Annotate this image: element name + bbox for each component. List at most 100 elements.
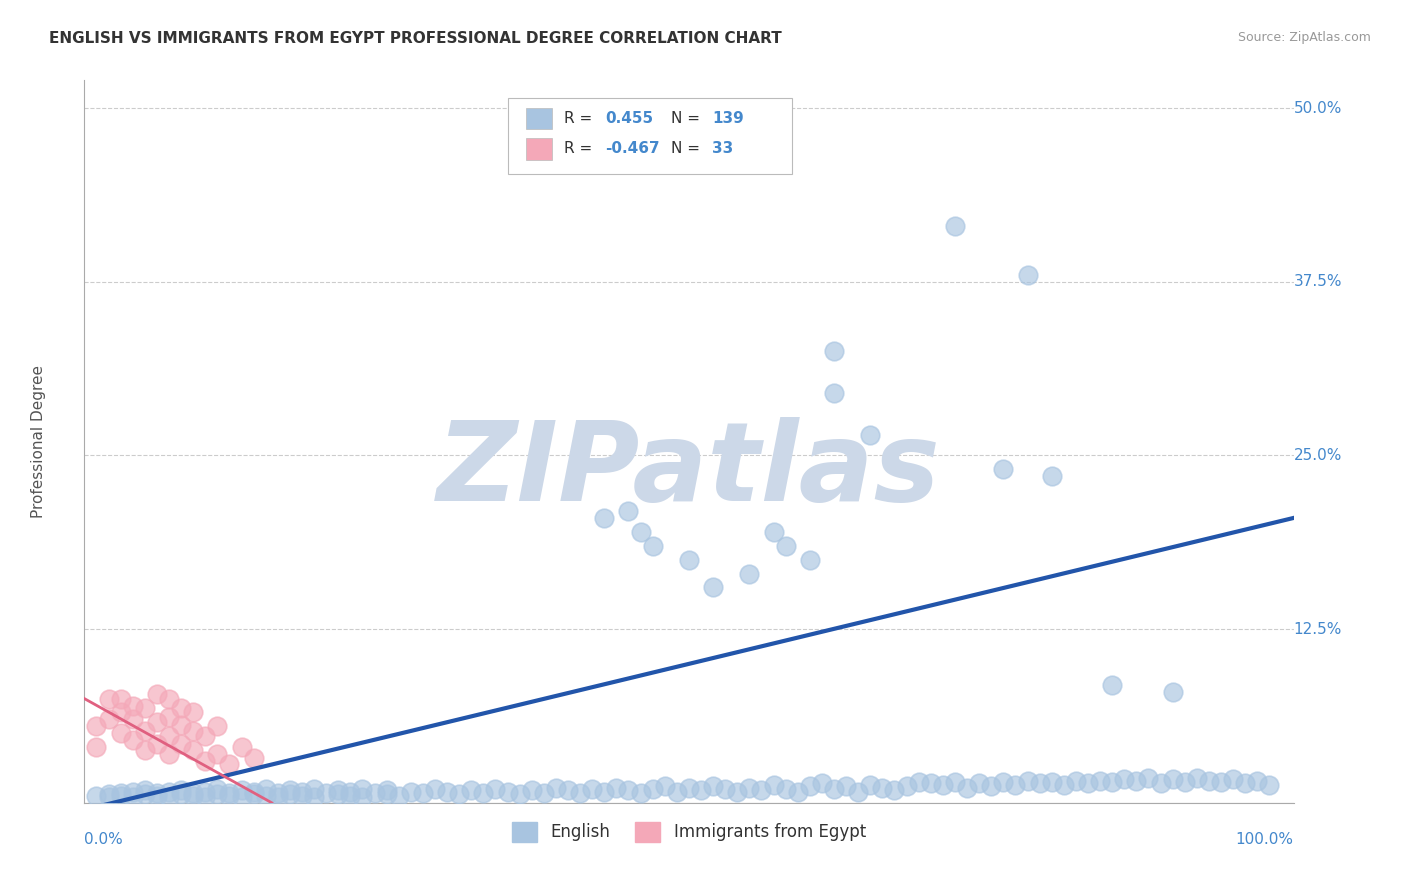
Point — [630, 786, 652, 800]
Text: N =: N = — [671, 112, 704, 126]
Point — [436, 785, 458, 799]
Point — [533, 786, 555, 800]
Point — [823, 344, 845, 359]
Point — [544, 780, 567, 795]
Point — [823, 385, 845, 400]
Point — [1258, 778, 1281, 792]
Point — [811, 776, 834, 790]
Point — [278, 783, 301, 797]
Point — [291, 785, 314, 799]
Point — [134, 783, 156, 797]
Text: Professional Degree: Professional Degree — [31, 365, 46, 518]
Point — [1149, 776, 1171, 790]
Point — [110, 691, 132, 706]
Point — [1185, 771, 1208, 785]
Bar — [526, 138, 553, 160]
FancyBboxPatch shape — [508, 98, 792, 174]
Text: 37.5%: 37.5% — [1294, 274, 1341, 289]
Text: 25.0%: 25.0% — [1294, 448, 1341, 463]
Point — [278, 788, 301, 802]
Point — [702, 581, 724, 595]
Point — [1137, 771, 1160, 785]
Point — [569, 786, 592, 800]
Point — [231, 783, 253, 797]
Point — [1064, 773, 1087, 788]
Point — [1101, 775, 1123, 789]
Point — [363, 786, 385, 800]
Text: Source: ZipAtlas.com: Source: ZipAtlas.com — [1237, 31, 1371, 45]
Point — [181, 743, 204, 757]
Point — [846, 785, 869, 799]
Point — [207, 781, 229, 796]
Point — [157, 709, 180, 723]
Point — [242, 788, 264, 802]
Point — [121, 790, 143, 805]
Point — [352, 781, 374, 796]
Point — [254, 789, 277, 803]
Point — [630, 524, 652, 539]
Point — [328, 788, 350, 802]
Point — [194, 785, 217, 799]
Point — [121, 698, 143, 713]
Point — [157, 747, 180, 761]
Point — [1077, 776, 1099, 790]
Point — [859, 778, 882, 792]
Point — [352, 790, 374, 805]
Point — [231, 790, 253, 805]
Point — [714, 781, 737, 796]
Point — [121, 733, 143, 747]
Point — [762, 778, 785, 792]
Text: ENGLISH VS IMMIGRANTS FROM EGYPT PROFESSIONAL DEGREE CORRELATION CHART: ENGLISH VS IMMIGRANTS FROM EGYPT PROFESS… — [49, 31, 782, 46]
Point — [943, 775, 966, 789]
Point — [593, 511, 616, 525]
Point — [134, 701, 156, 715]
Point — [1209, 775, 1232, 789]
Point — [242, 751, 264, 765]
Point — [302, 781, 325, 796]
Point — [702, 779, 724, 793]
Point — [146, 786, 169, 800]
Point — [157, 691, 180, 706]
Point — [859, 427, 882, 442]
Point — [496, 785, 519, 799]
Text: N =: N = — [671, 142, 704, 156]
Point — [835, 779, 858, 793]
Point — [134, 743, 156, 757]
Point — [799, 779, 821, 793]
Point — [110, 789, 132, 803]
Point — [509, 788, 531, 802]
Point — [738, 780, 761, 795]
Point — [181, 789, 204, 803]
Point — [181, 786, 204, 800]
Point — [267, 786, 290, 800]
Point — [725, 785, 748, 799]
Point — [484, 781, 506, 796]
Point — [449, 788, 471, 802]
Point — [157, 790, 180, 805]
Text: 0.455: 0.455 — [606, 112, 654, 126]
Point — [872, 780, 894, 795]
Point — [1222, 772, 1244, 787]
Point — [1017, 773, 1039, 788]
Point — [181, 706, 204, 720]
Point — [617, 783, 640, 797]
Point — [1161, 772, 1184, 787]
Point — [291, 789, 314, 803]
Point — [375, 788, 398, 802]
Point — [1101, 678, 1123, 692]
Point — [799, 552, 821, 566]
Point — [110, 706, 132, 720]
Point — [472, 786, 495, 800]
Point — [121, 713, 143, 727]
Point — [86, 740, 108, 755]
Text: R =: R = — [564, 142, 598, 156]
Point — [218, 786, 240, 800]
Point — [170, 718, 193, 732]
Point — [194, 729, 217, 743]
Point — [1088, 773, 1111, 788]
Point — [170, 701, 193, 715]
Text: 33: 33 — [711, 142, 733, 156]
Point — [460, 783, 482, 797]
Point — [97, 790, 120, 805]
Point — [218, 789, 240, 803]
